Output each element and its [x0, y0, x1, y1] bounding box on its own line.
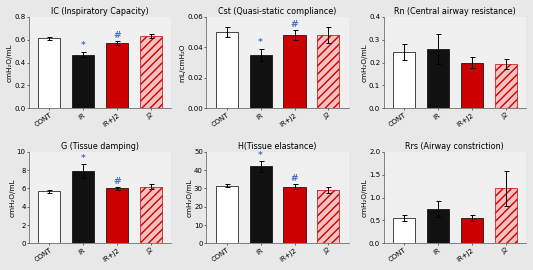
Text: #: #	[114, 31, 121, 40]
Bar	[284, 187, 305, 244]
Bar	[216, 32, 238, 109]
Text: *: *	[258, 151, 263, 160]
Text: *: *	[81, 41, 86, 50]
Y-axis label: cmH₂O/mL: cmH₂O/mL	[361, 43, 368, 82]
Bar	[216, 186, 238, 244]
Title: Cst (Quasi-static compliance): Cst (Quasi-static compliance)	[219, 7, 337, 16]
Bar	[317, 35, 340, 109]
Text: #: #	[291, 174, 298, 183]
Bar	[72, 171, 94, 244]
Bar	[393, 218, 415, 244]
Bar	[106, 43, 128, 109]
Y-axis label: cmH₂O/mL: cmH₂O/mL	[187, 178, 192, 217]
Bar	[461, 63, 483, 109]
Title: IC (Inspiratory Capacity): IC (Inspiratory Capacity)	[51, 7, 149, 16]
Bar	[317, 190, 340, 244]
Y-axis label: mL/cmH₂O: mL/cmH₂O	[180, 43, 186, 82]
Bar	[495, 64, 516, 109]
Y-axis label: cmH₂O/mL: cmH₂O/mL	[9, 178, 15, 217]
Title: H(Tissue elastance): H(Tissue elastance)	[238, 142, 317, 151]
Bar	[249, 166, 272, 244]
Bar	[38, 39, 60, 109]
Bar	[38, 191, 60, 244]
Text: #: #	[114, 177, 121, 186]
Bar	[427, 209, 449, 244]
Y-axis label: cmH₂O/mL: cmH₂O/mL	[361, 178, 368, 217]
Bar	[249, 55, 272, 109]
Bar	[461, 218, 483, 244]
Y-axis label: cmH₂O/mL: cmH₂O/mL	[7, 43, 13, 82]
Bar	[393, 52, 415, 109]
Bar	[140, 36, 162, 109]
Bar	[140, 187, 162, 244]
Bar	[72, 55, 94, 109]
Bar	[427, 49, 449, 109]
Title: G (Tissue damping): G (Tissue damping)	[61, 142, 139, 151]
Bar	[106, 188, 128, 244]
Text: #: #	[291, 20, 298, 29]
Bar	[284, 35, 305, 109]
Title: Rn (Central airway resistance): Rn (Central airway resistance)	[394, 7, 516, 16]
Bar	[495, 188, 516, 244]
Text: *: *	[81, 154, 86, 163]
Title: Rrs (Airway constriction): Rrs (Airway constriction)	[406, 142, 504, 151]
Text: *: *	[258, 38, 263, 47]
